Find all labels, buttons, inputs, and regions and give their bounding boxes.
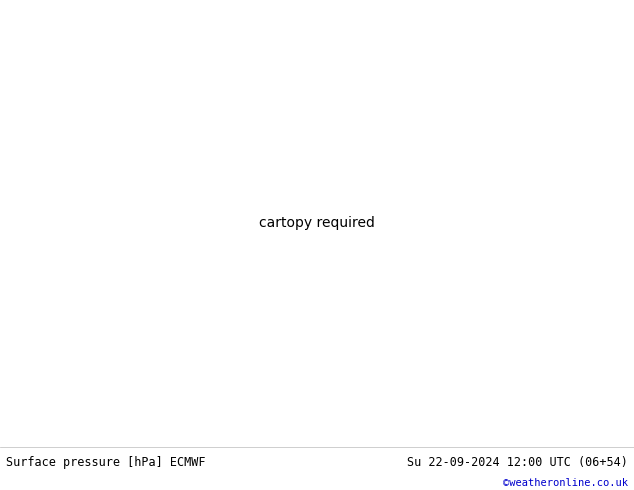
Text: Surface pressure [hPa] ECMWF: Surface pressure [hPa] ECMWF — [6, 456, 206, 469]
Text: ©weatheronline.co.uk: ©weatheronline.co.uk — [503, 478, 628, 489]
Text: cartopy required: cartopy required — [259, 216, 375, 230]
Text: Su 22-09-2024 12:00 UTC (06+54): Su 22-09-2024 12:00 UTC (06+54) — [407, 456, 628, 469]
